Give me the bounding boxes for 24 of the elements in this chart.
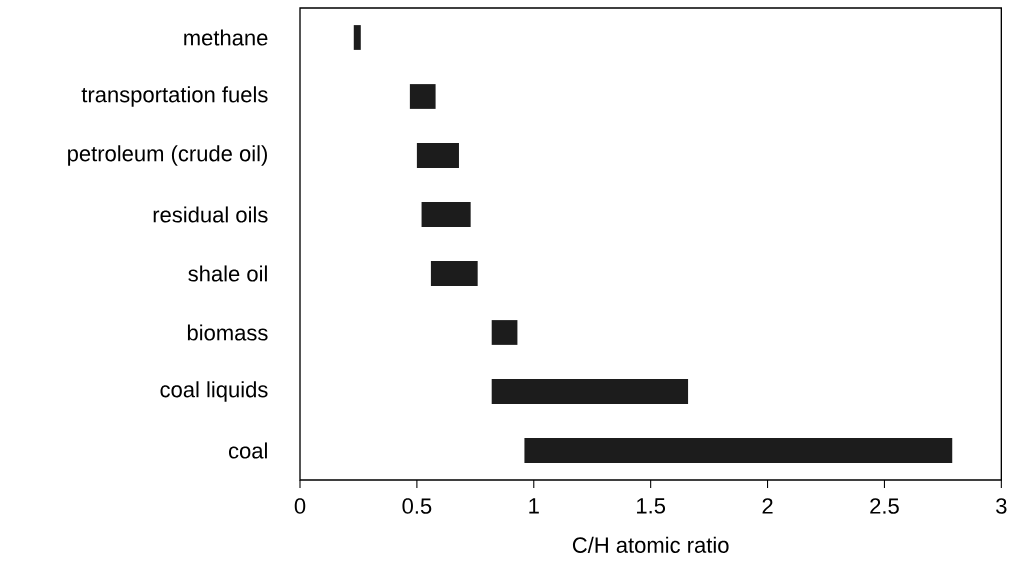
x-tick-label: 2.5 bbox=[870, 498, 899, 514]
bar bbox=[524, 438, 953, 463]
y-tick-label: residual oils bbox=[153, 206, 268, 223]
x-tick-label: 2 bbox=[762, 498, 773, 514]
x-tick-label: 1.5 bbox=[637, 498, 666, 514]
bar bbox=[421, 202, 471, 227]
x-tick-label: 1 bbox=[529, 498, 539, 514]
y-tick-label: methane bbox=[184, 29, 268, 46]
bar bbox=[353, 25, 361, 50]
x-tick-label: 0 bbox=[294, 498, 306, 514]
x-axis-title: C/H atomic ratio bbox=[572, 536, 729, 553]
bar bbox=[491, 320, 518, 345]
y-tick-label: transportation fuels bbox=[81, 86, 268, 107]
x-tick-label: 3 bbox=[996, 498, 1007, 514]
y-tick-label: coal liquids bbox=[160, 381, 268, 402]
y-tick-label: petroleum (crude oil) bbox=[68, 145, 267, 166]
bar bbox=[430, 261, 478, 286]
y-tick-label: biomass bbox=[187, 324, 268, 341]
y-tick-label: shale oil bbox=[188, 265, 267, 282]
x-tick-label: 0.5 bbox=[402, 498, 432, 514]
bar bbox=[409, 84, 436, 109]
y-tick-label: coal bbox=[228, 442, 267, 459]
bar bbox=[491, 379, 689, 404]
bar bbox=[416, 143, 459, 168]
